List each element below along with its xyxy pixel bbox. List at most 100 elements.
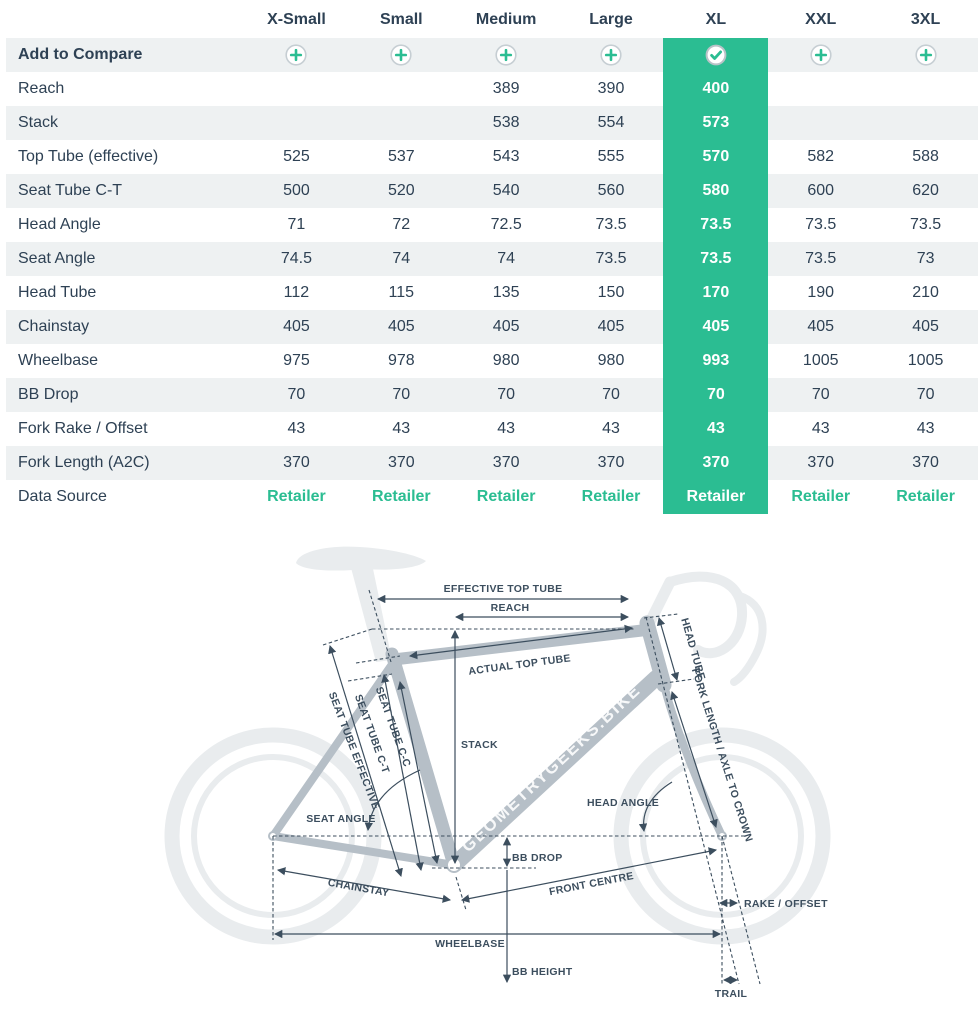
wheelbase-label: WHEELBASE — [435, 938, 505, 950]
check-icon — [705, 44, 727, 66]
trail-label: TRAIL — [715, 988, 748, 1000]
dimension-lines — [273, 594, 739, 985]
value-cell: 73.5 — [805, 250, 837, 267]
header-spacer — [6, 2, 244, 38]
value-cell: 405 — [597, 318, 625, 335]
value-cell: 405 — [283, 318, 310, 335]
value-cell: 73.5 — [663, 242, 769, 276]
row-label: Seat Tube C-T — [18, 182, 123, 199]
bike-geometry-diagram: GEOMETRYGEEKS.BIKE — [0, 532, 980, 1009]
saddle — [296, 546, 426, 571]
value-cell: 43 — [602, 420, 620, 437]
value-cell: 71 — [287, 216, 306, 233]
value-cell: 405 — [912, 318, 939, 335]
row-label: BB Drop — [18, 386, 79, 403]
value-cell: 405 — [492, 318, 520, 335]
chainstay-line — [276, 867, 452, 903]
fork-length-label: FORK LENGTH / AXLE TO CROWN — [689, 667, 755, 844]
row-label: Top Tube (effective) — [18, 148, 159, 165]
value-cell: 74 — [392, 250, 411, 267]
add-to-compare-small[interactable] — [349, 38, 454, 72]
table-row: Fork Length (A2C) 370 370 370 370 370 370 370 — [6, 446, 978, 480]
value-cell: 73.5 — [805, 216, 837, 233]
value-cell: 73.5 — [910, 216, 942, 233]
plus-icon — [600, 44, 622, 66]
value-cell — [768, 72, 873, 106]
value-cell: 370 — [663, 446, 769, 480]
value-cell: 370 — [912, 454, 939, 471]
table-row: Reach 389 390 400 — [6, 72, 978, 106]
compare-row: Add to Compare — [6, 38, 978, 72]
value-cell: 74 — [497, 250, 516, 267]
value-cell: 538 — [492, 114, 520, 131]
head-angle-arc — [638, 781, 673, 833]
data-source-link[interactable]: Retailer — [371, 488, 431, 505]
add-to-compare-medium[interactable] — [454, 38, 559, 72]
table-row: Head Angle 71 72 72.5 73.5 73.5 73.5 73.5 — [6, 208, 978, 242]
value-cell: 74.5 — [280, 250, 312, 267]
value-cell: 390 — [597, 80, 625, 97]
value-cell: 600 — [807, 182, 835, 199]
value-cell: 573 — [663, 106, 769, 140]
value-cell: 405 — [387, 318, 415, 335]
data-source-link[interactable]: Retailer — [267, 488, 326, 505]
add-to-compare-large[interactable] — [559, 38, 664, 72]
data-source-link[interactable]: Retailer — [791, 488, 851, 505]
value-cell — [768, 106, 873, 140]
geometry-diagram-svg: GEOMETRYGEEKS.BIKE — [164, 546, 831, 1000]
compare-selected-xl[interactable] — [663, 38, 769, 72]
value-cell: 580 — [663, 174, 769, 208]
table-row: Seat Tube C-T 500 520 540 560 580 600 620 — [6, 174, 978, 208]
plus-icon — [914, 44, 937, 66]
add-to-compare-xxl[interactable] — [768, 38, 873, 72]
table-row: Chainstay 405 405 405 405 405 405 405 — [6, 310, 978, 344]
value-cell — [873, 72, 978, 106]
value-cell: 72.5 — [490, 216, 522, 233]
data-source-link[interactable]: Retailer — [896, 488, 955, 505]
value-cell: 170 — [663, 276, 769, 310]
value-cell: 620 — [912, 182, 939, 199]
add-to-compare-3xl[interactable] — [873, 38, 978, 72]
value-cell: 980 — [597, 352, 625, 369]
data-source-link[interactable]: Retailer — [476, 488, 536, 505]
row-label: Wheelbase — [18, 352, 99, 369]
value-cell: 582 — [807, 148, 835, 165]
value-cell: 70 — [916, 386, 935, 403]
value-cell: 73 — [916, 250, 935, 267]
value-cell: 72 — [392, 216, 411, 233]
row-label: Fork Rake / Offset — [18, 420, 148, 437]
plus-icon — [810, 44, 832, 66]
value-cell: 543 — [492, 148, 520, 165]
bb-drop-label: BB DROP — [512, 852, 563, 864]
value-cell: 405 — [807, 318, 835, 335]
table-row: Head Tube 112 115 135 150 170 190 210 — [6, 276, 978, 310]
value-cell — [873, 106, 978, 140]
value-cell: 150 — [597, 284, 625, 301]
value-cell: 975 — [283, 352, 310, 369]
value-cell: 43 — [287, 420, 306, 437]
value-cell: 73.5 — [663, 208, 769, 242]
value-cell — [349, 106, 454, 140]
value-cell: 43 — [811, 420, 830, 437]
head-tube-line — [657, 616, 679, 682]
value-cell: 70 — [392, 386, 411, 403]
row-label: Head Angle — [18, 216, 101, 233]
column-header-x-small: X-Small — [267, 11, 326, 28]
seat-angle-arc — [364, 769, 421, 832]
value-cell: 525 — [283, 148, 310, 165]
plus-icon — [390, 44, 412, 66]
value-cell: 73.5 — [595, 250, 627, 267]
value-cell: 70 — [811, 386, 830, 403]
data-source-link[interactable]: Retailer — [581, 488, 641, 505]
add-to-compare-x-small[interactable] — [244, 38, 349, 72]
effective-top-tube-label: EFFECTIVE TOP TUBE — [444, 583, 563, 595]
value-cell: 1005 — [802, 352, 839, 369]
actual-top-tube-line — [408, 624, 634, 660]
table-row: Seat Angle 74.5 74 74 73.5 73.5 73.5 73 — [6, 242, 978, 276]
seat-angle-label: SEAT ANGLE — [306, 813, 376, 825]
value-cell: 980 — [492, 352, 520, 369]
value-cell: 115 — [388, 284, 415, 301]
value-cell: 112 — [283, 284, 310, 301]
geometry-table: X-Small Small Medium Large XL XXL 3XL Ad… — [0, 2, 980, 514]
data-source-link[interactable]: Retailer — [663, 480, 769, 514]
